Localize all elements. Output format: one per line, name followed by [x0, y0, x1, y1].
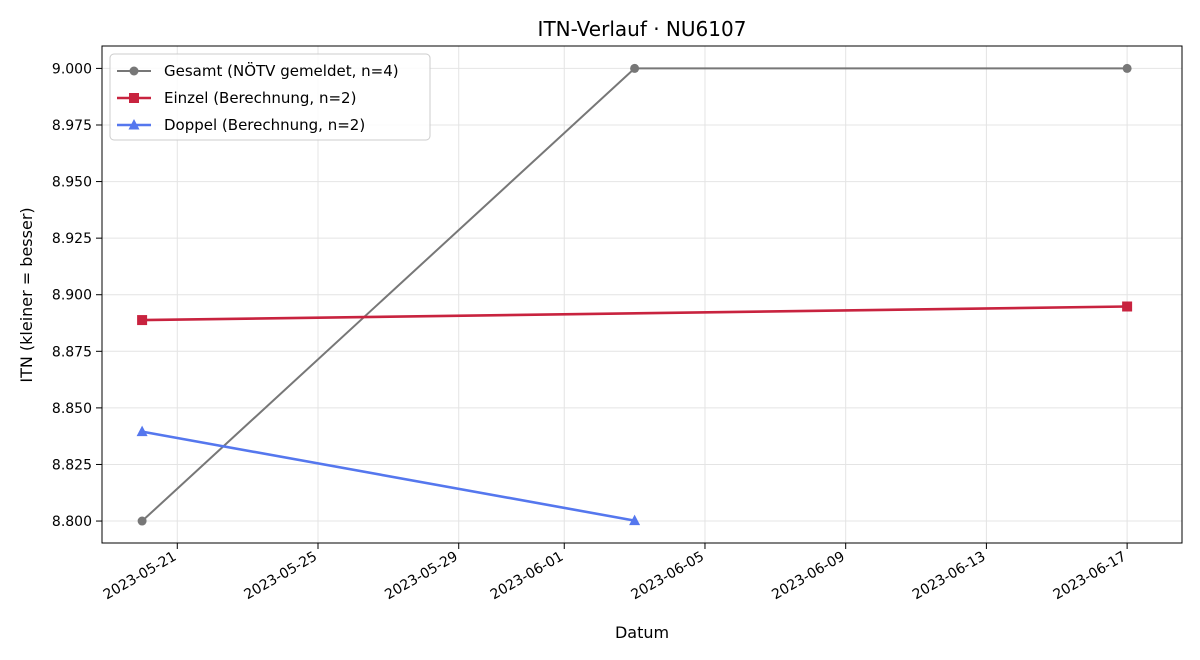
y-tick-label: 9.000 — [52, 61, 92, 77]
grid — [102, 46, 1182, 543]
y-tick-label: 8.925 — [52, 231, 92, 247]
data-point — [1122, 301, 1133, 312]
y-axis-label: ITN (kleiner = besser) — [17, 207, 36, 382]
legend-label: Einzel (Berechnung, n=2) — [164, 89, 356, 107]
data-point — [629, 514, 641, 526]
legend-marker — [128, 119, 140, 130]
y-tick-label: 8.875 — [52, 344, 92, 360]
data-point — [137, 315, 148, 326]
series-square — [137, 301, 1133, 326]
data-point — [137, 516, 147, 526]
series-layer — [136, 63, 1133, 526]
y-axis-ticks: 8.800 8.825 8.850 8.875 8.900 8.925 8.950 8.975… — [52, 61, 102, 530]
legend: Gesamt (NÖTV gemeldet, n=4) Einzel (Berec… — [109, 53, 431, 141]
data-point — [1122, 63, 1132, 73]
legend-item: Doppel (Berechnung, n=2) — [117, 116, 365, 134]
y-tick-label: 8.850 — [52, 401, 92, 417]
legend-item: Gesamt (NÖTV gemeldet, n=4) — [117, 61, 399, 80]
y-tick-label: 8.800 — [52, 514, 92, 530]
series-circle — [137, 63, 1132, 526]
legend-marker — [129, 93, 139, 103]
x-axis-label: Datum — [615, 623, 669, 642]
series-line — [142, 305, 1128, 322]
legend-label: Doppel (Berechnung, n=2) — [164, 116, 365, 134]
y-tick-label: 8.975 — [52, 118, 92, 134]
legend-box — [109, 53, 431, 141]
legend-marker — [129, 66, 139, 76]
legend-item: Einzel (Berechnung, n=2) — [117, 89, 356, 107]
data-point — [630, 63, 640, 73]
y-tick-label: 8.900 — [52, 288, 92, 304]
chart-title: ITN-Verlauf · NU6107 — [538, 17, 747, 41]
series-triangle — [136, 425, 641, 526]
legend-label: Gesamt (NÖTV gemeldet, n=4) — [164, 61, 399, 80]
series-line — [141, 430, 635, 522]
y-tick-label: 8.950 — [52, 175, 92, 191]
data-point — [136, 425, 148, 437]
y-tick-label: 8.825 — [52, 457, 92, 473]
